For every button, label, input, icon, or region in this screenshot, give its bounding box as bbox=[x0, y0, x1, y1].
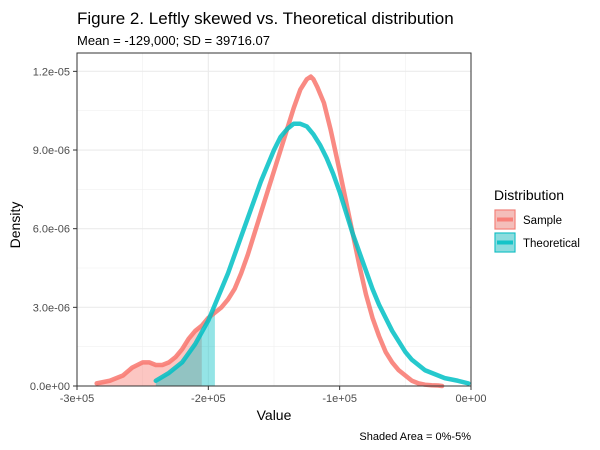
legend-label: Sample bbox=[523, 215, 562, 227]
legend-label: Theoretical bbox=[523, 238, 580, 250]
y-tick-label: 6.0e-06 bbox=[33, 224, 70, 236]
x-tick-label: 0e+00 bbox=[456, 393, 487, 405]
plot-panel: -3e+05 -2e+05 -1e+05 0e+00 0.0e+00 3.0e-06 6.0… bbox=[30, 52, 487, 405]
shaded-area-sample bbox=[96, 325, 202, 386]
y-tick-label: 9.0e-06 bbox=[33, 145, 70, 157]
x-tick-label: -3e+05 bbox=[60, 393, 95, 405]
y-tick-label: 1.2e-05 bbox=[33, 66, 70, 78]
legend: Distribution Sample Theoretical bbox=[494, 187, 580, 253]
y-tick-label: 0.0e+00 bbox=[30, 381, 70, 393]
x-tick-label: -1e+05 bbox=[322, 393, 357, 405]
y-axis-label: Density bbox=[7, 202, 23, 249]
density-line-sample bbox=[94, 74, 445, 389]
legend-title: Distribution bbox=[494, 187, 564, 203]
chart-subtitle: Mean = -129,000; SD = 39716.07 bbox=[77, 33, 270, 48]
chart-caption: Shaded Area = 0%-5% bbox=[359, 431, 471, 443]
panel-border bbox=[76, 52, 472, 387]
x-axis-label: Value bbox=[257, 407, 292, 423]
x-tick-label: -2e+05 bbox=[191, 393, 226, 405]
chart-title: Figure 2. Leftly skewed vs. Theoretical … bbox=[77, 9, 454, 28]
shaded-area-theoretical bbox=[155, 304, 215, 386]
y-tick-label: 3.0e-06 bbox=[33, 302, 70, 314]
density-line-theoretical bbox=[153, 121, 471, 386]
